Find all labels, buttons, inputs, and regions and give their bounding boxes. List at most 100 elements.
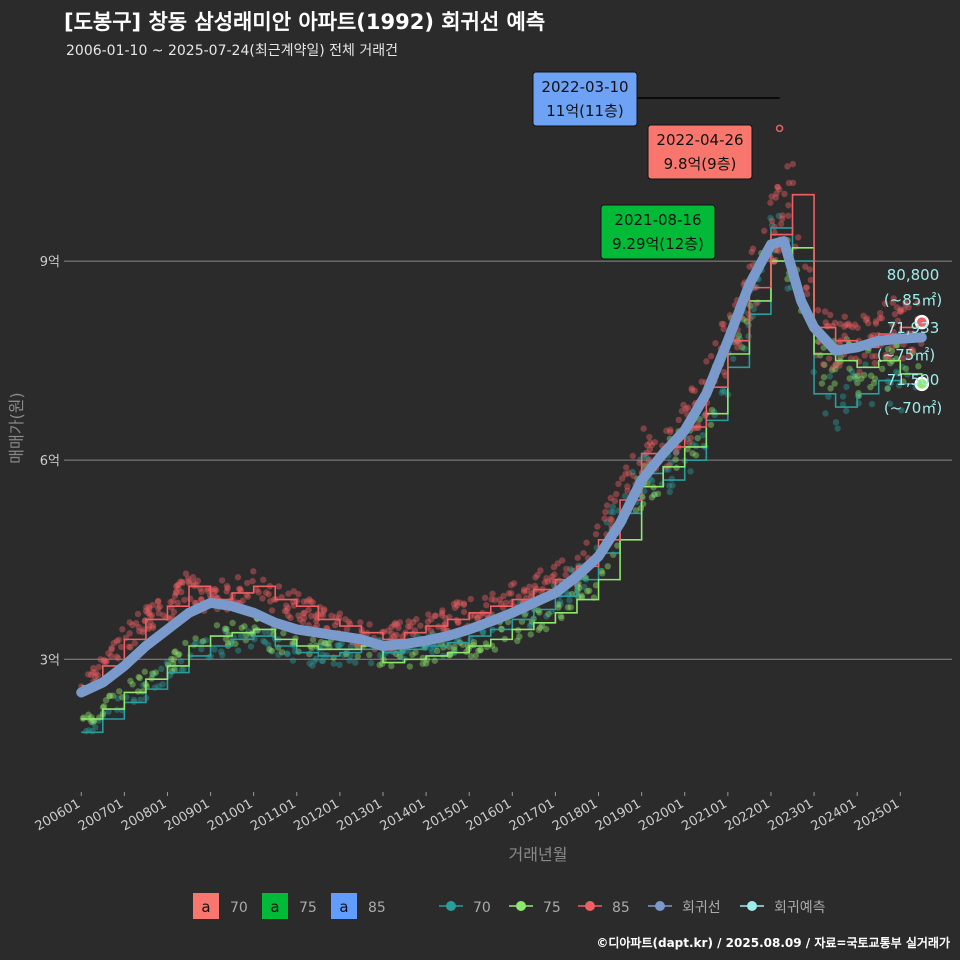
- regression-line: [76, 236, 927, 698]
- scatter-point-85: [84, 671, 92, 678]
- scatter-point-85: [127, 643, 134, 651]
- scatter-point-70: [338, 640, 345, 647]
- scatter-point-85: [712, 340, 719, 347]
- legend-line-label: 75: [543, 900, 561, 916]
- x-tick-label: 201401: [378, 796, 428, 834]
- scatter-point-85: [428, 616, 435, 623]
- scatter-point-75: [538, 622, 546, 629]
- scatter-point-85: [343, 626, 351, 633]
- scatter-point-75: [419, 660, 426, 667]
- scatter-point-85: [625, 470, 633, 477]
- scatter-point-85: [94, 672, 101, 679]
- scatter-point-70: [839, 401, 847, 408]
- scatter-point-85: [424, 618, 432, 625]
- scatter-point-85: [613, 490, 620, 498]
- scatter-point-70: [842, 407, 850, 415]
- scatter-point-85: [135, 624, 142, 631]
- scatter-point-85: [380, 628, 388, 635]
- scatter-point-70: [825, 393, 832, 400]
- scatter-point-85: [520, 586, 528, 593]
- scatter-point-85: [136, 628, 143, 635]
- scatter-point-70: [198, 645, 205, 653]
- scatter-point-85: [143, 604, 150, 611]
- scatter-point-85: [167, 598, 174, 606]
- scatter-point-85: [156, 603, 164, 610]
- scatter-point-85: [160, 612, 167, 619]
- scatter-point-85: [308, 612, 315, 620]
- scatter-point-75: [833, 361, 840, 369]
- scatter-point-75: [784, 275, 791, 283]
- scatter-point-85: [439, 607, 446, 614]
- scatter-point-85: [675, 416, 682, 424]
- scatter-point-70: [641, 487, 648, 495]
- legend-box-85: [331, 893, 357, 919]
- scatter-point-85: [249, 577, 256, 585]
- scatter-point-85: [142, 607, 150, 615]
- scatter-point-85: [663, 427, 670, 434]
- scatter-point-70: [347, 652, 354, 659]
- scatter-point-85: [889, 321, 896, 328]
- scatter-point-70: [609, 503, 617, 510]
- scatter-point-85: [431, 612, 439, 620]
- scatter-point-85: [185, 575, 192, 582]
- scatter-point-70: [665, 466, 672, 473]
- scatter-point-70: [105, 708, 112, 715]
- scatter-point-75: [309, 636, 317, 644]
- scatter-point-85: [388, 630, 395, 637]
- scatter-point-85: [285, 590, 292, 597]
- scatter-point-85: [190, 579, 197, 586]
- scatter-point-75: [858, 375, 865, 382]
- scatter-point-85: [385, 627, 392, 634]
- scatter-point-85: [309, 599, 316, 606]
- scatter-point-75: [557, 612, 565, 620]
- x-tick-label: 202401: [809, 796, 859, 834]
- x-tick-label: 201001: [205, 796, 255, 834]
- scatter-point-85: [607, 494, 614, 502]
- scatter-point-85: [841, 323, 848, 330]
- scatter-point-70: [275, 651, 282, 658]
- scatter-point-85: [236, 585, 244, 593]
- scatter-point-70: [684, 435, 691, 443]
- scatter-point-85: [534, 571, 541, 579]
- scatter-point-85: [872, 320, 880, 327]
- scatter-point-70: [557, 601, 564, 608]
- scatter-point-85: [909, 347, 917, 354]
- scatter-point-85: [734, 344, 741, 351]
- scatter-point-85: [145, 625, 152, 632]
- scatter-point-75: [614, 542, 621, 549]
- scatter-point-85: [146, 606, 153, 613]
- scatter-point-75: [832, 366, 839, 373]
- scatter-point-85: [836, 320, 844, 328]
- scatter-point-75: [406, 663, 414, 670]
- scatter-point-70: [163, 658, 171, 666]
- scatter-point-85: [507, 581, 515, 589]
- scatter-point-85: [496, 596, 504, 603]
- scatter-point-75: [672, 456, 679, 463]
- scatter-point-70: [346, 657, 353, 664]
- legend-marker: [747, 901, 757, 911]
- annotation-point: [775, 124, 784, 133]
- scatter-point-75: [578, 592, 585, 599]
- scatter-point-85: [234, 574, 242, 581]
- scatter-point-75: [422, 660, 430, 667]
- scatter-point-85: [776, 186, 783, 193]
- scatter-point-85: [871, 359, 879, 367]
- scatter-point-85: [644, 441, 651, 449]
- scatter-point-85: [544, 578, 551, 585]
- scatter-point-75: [592, 582, 600, 589]
- scatter-point-70: [528, 621, 535, 628]
- scatter-point-70: [166, 672, 174, 679]
- scatter-point-85: [703, 358, 710, 365]
- scatter-point-85: [860, 312, 867, 320]
- scatter-point-85: [313, 622, 321, 629]
- scatter-point-75: [280, 629, 287, 637]
- annotation-box-blue: [532, 71, 638, 127]
- legend: a 70 a 75 a 85 70 75 85 회귀선 회귀예측: [193, 893, 826, 919]
- scatter-point-85: [558, 557, 566, 564]
- scatter-point-75: [392, 650, 400, 658]
- scatter-point-75: [598, 567, 605, 575]
- scatter-point-75: [846, 375, 853, 382]
- scatter-point-75: [168, 655, 175, 663]
- scatter-point-85: [218, 577, 226, 584]
- scatter-point-85: [169, 597, 176, 605]
